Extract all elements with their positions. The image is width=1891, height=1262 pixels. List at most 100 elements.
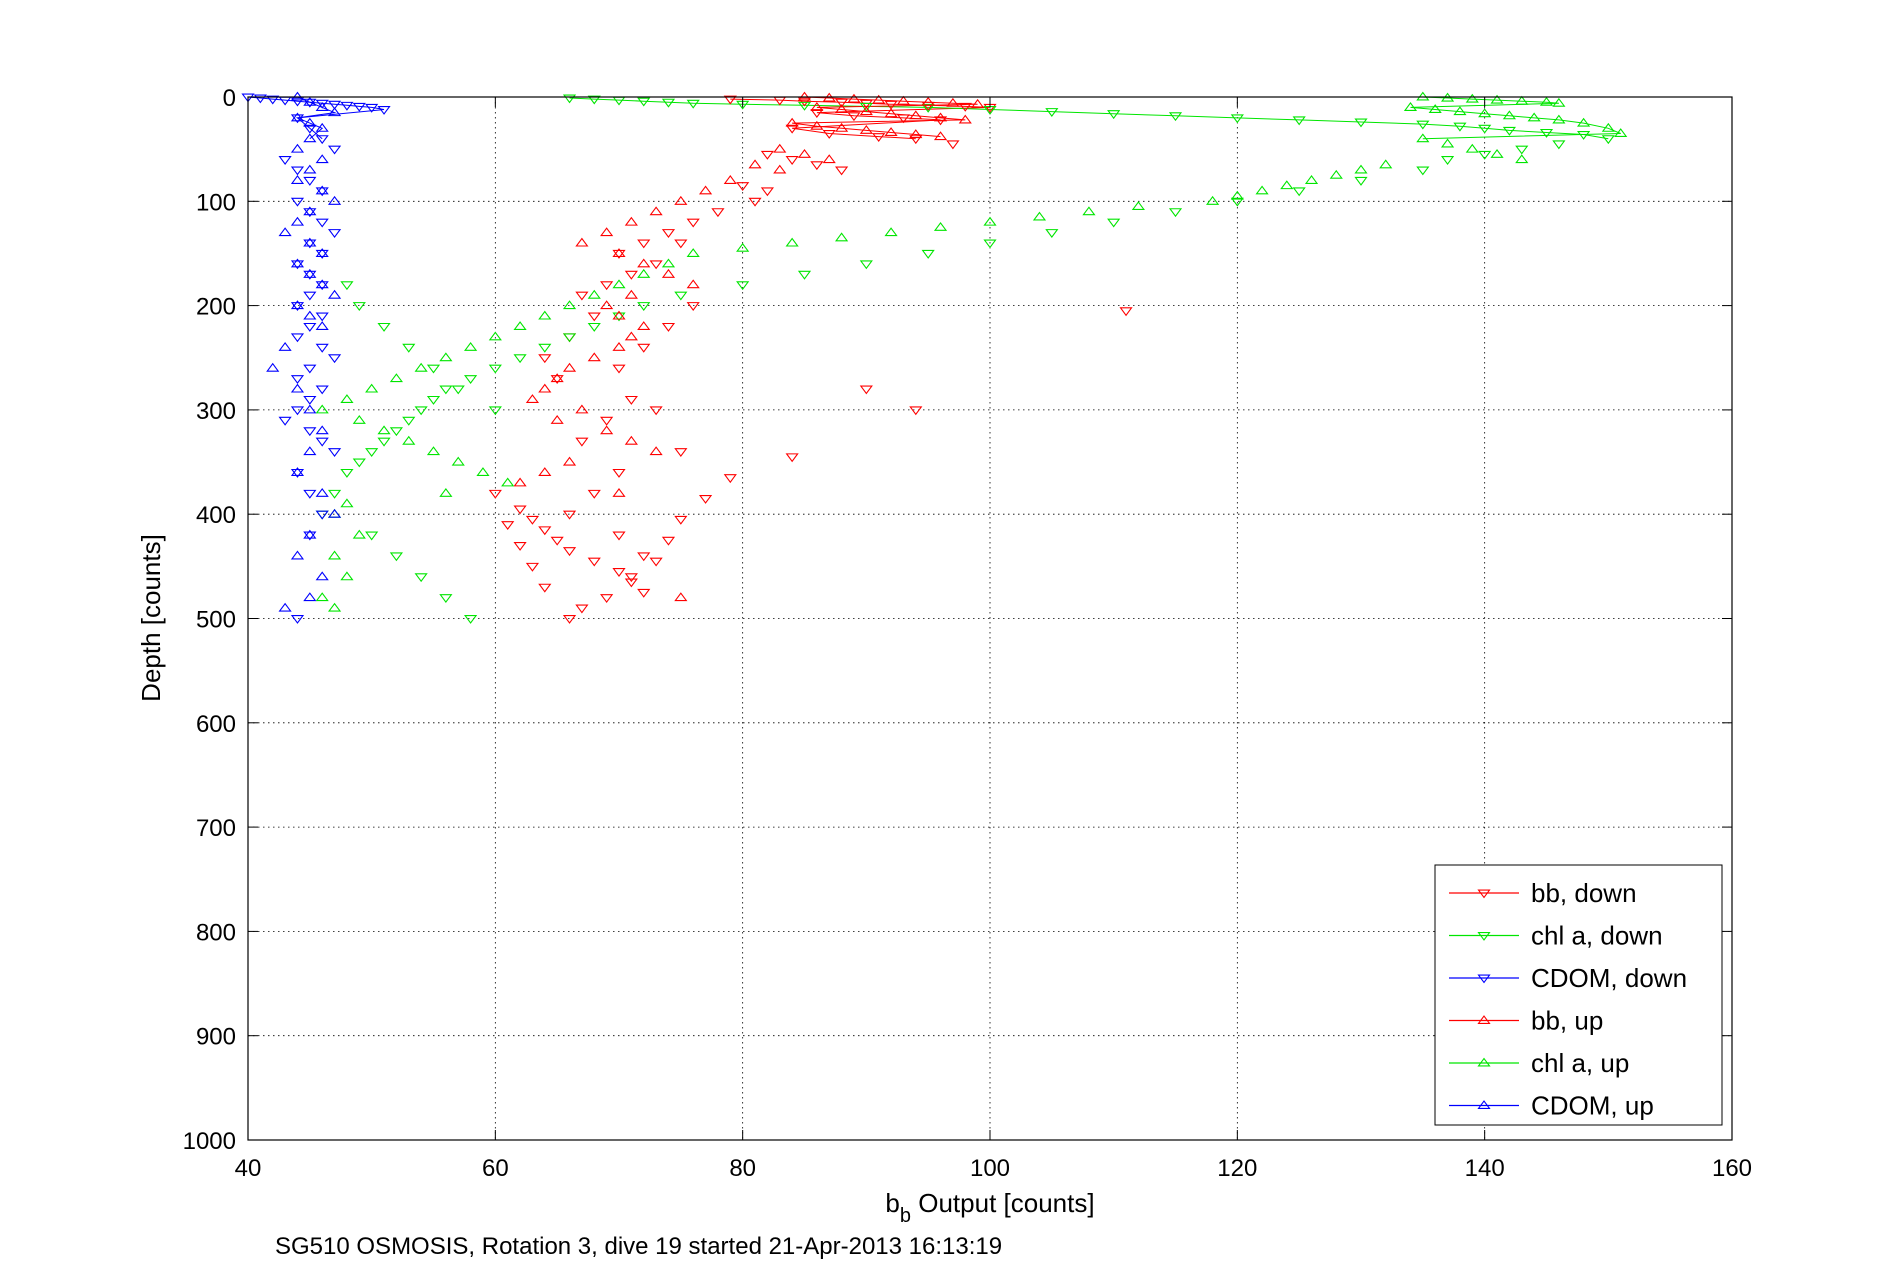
data-point — [587, 352, 601, 362]
data-point — [1478, 108, 1492, 118]
legend-label: bb, up — [1531, 1006, 1603, 1036]
data-point — [1614, 128, 1628, 138]
data-point — [859, 106, 873, 116]
series-1 — [315, 94, 1615, 624]
data-point — [303, 239, 317, 249]
data-point — [1440, 138, 1455, 148]
data-point — [575, 291, 589, 301]
data-point — [278, 341, 292, 351]
data-point — [1515, 154, 1529, 164]
data-point — [600, 594, 614, 604]
data-point — [674, 592, 688, 602]
data-point — [1601, 135, 1615, 145]
data-point — [290, 375, 305, 384]
data-point — [575, 604, 589, 614]
data-point — [612, 364, 626, 374]
data-point — [538, 583, 552, 593]
data-point — [1255, 185, 1269, 195]
data-point — [661, 98, 676, 108]
data-point — [1478, 124, 1492, 134]
legend-swatch-marker — [1477, 1015, 1491, 1025]
data-point — [624, 395, 638, 405]
legend-swatch-marker — [1477, 931, 1491, 941]
data-point — [290, 91, 305, 101]
data-point — [290, 260, 305, 270]
data-point — [315, 279, 329, 289]
data-point — [587, 557, 601, 567]
data-point — [426, 364, 441, 374]
data-point — [315, 154, 329, 164]
data-point — [315, 102, 329, 111]
data-point — [1552, 140, 1566, 150]
data-point — [327, 508, 342, 518]
data-point — [525, 394, 540, 403]
data-point — [315, 510, 329, 520]
data-point — [686, 218, 700, 228]
data-point — [303, 364, 317, 374]
data-point — [933, 112, 948, 122]
legend-label: chl a, down — [1531, 921, 1663, 951]
data-point — [290, 97, 305, 107]
data-point — [736, 242, 750, 252]
data-point — [290, 216, 305, 226]
data-point — [1354, 118, 1368, 128]
data-point — [909, 135, 923, 145]
legend-label: CDOM, up — [1531, 1091, 1654, 1121]
data-point — [1416, 166, 1430, 176]
data-point — [389, 552, 403, 562]
data-point — [822, 154, 836, 164]
data-point — [649, 260, 663, 270]
data-point — [315, 321, 329, 330]
x-tick-label: 100 — [970, 1155, 1010, 1182]
data-point — [958, 102, 972, 112]
data-point — [1045, 229, 1059, 238]
data-point — [600, 425, 614, 435]
data-point — [315, 385, 329, 395]
data-point — [983, 239, 997, 249]
data-point — [290, 175, 305, 184]
data-point — [661, 322, 676, 332]
data-point — [315, 185, 329, 195]
data-point — [538, 354, 552, 364]
y-axis-label: Depth [counts] — [136, 534, 166, 702]
data-point — [327, 100, 342, 110]
data-point — [1131, 201, 1145, 211]
data-point — [587, 322, 601, 332]
data-point — [661, 258, 676, 268]
data-point — [327, 145, 342, 155]
x-tick-label: 140 — [1465, 1155, 1505, 1182]
x-axis-label-subscript: b — [900, 1205, 911, 1227]
data-point — [290, 166, 305, 176]
data-point — [835, 166, 849, 176]
series-connector-0 — [730, 98, 991, 140]
data-point — [327, 195, 342, 205]
data-point — [513, 321, 527, 330]
data-point — [575, 437, 589, 447]
data-point — [278, 156, 292, 165]
data-point — [315, 404, 329, 414]
legend-label: CDOM, down — [1531, 963, 1687, 993]
data-point — [612, 531, 626, 541]
data-point — [303, 164, 317, 174]
data-point — [637, 588, 651, 598]
data-point — [624, 216, 638, 226]
data-point — [884, 127, 898, 136]
data-point — [315, 425, 329, 435]
data-point — [303, 98, 317, 108]
data-point — [760, 150, 774, 160]
data-point — [290, 614, 305, 624]
data-point — [550, 536, 564, 546]
data-point — [624, 435, 638, 445]
data-point — [1539, 128, 1554, 138]
data-point — [612, 312, 626, 322]
data-point — [525, 562, 540, 572]
data-point — [290, 300, 305, 310]
y-tick-label: 0 — [223, 85, 236, 112]
data-point — [748, 159, 762, 169]
data-point — [884, 227, 898, 237]
data-point — [290, 467, 305, 476]
data-point — [674, 239, 688, 249]
data-point — [884, 108, 898, 118]
data-point — [538, 383, 552, 393]
data-point — [550, 373, 564, 383]
